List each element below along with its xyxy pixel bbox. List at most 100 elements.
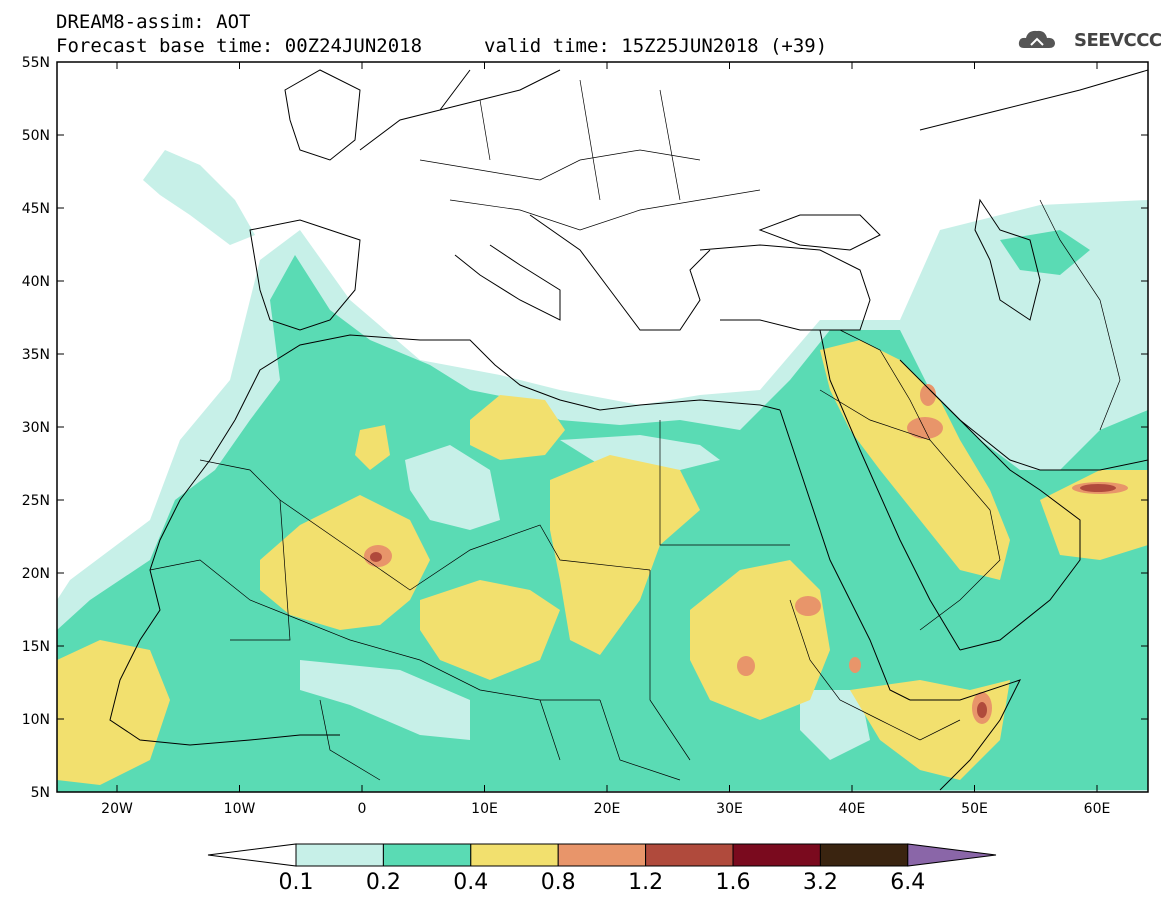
lat-label-5N: 5N — [31, 785, 50, 801]
border-ethiopia — [789, 599, 961, 741]
coast-horn — [910, 679, 1021, 791]
coast-europe-north — [359, 69, 561, 151]
colorbar-label: 3.2 — [802, 870, 838, 895]
aot-patch-0.1-east — [950, 240, 1148, 430]
coast-west-africa — [109, 419, 340, 746]
border-central-africa — [319, 699, 681, 781]
colorbar-box-4 — [645, 843, 734, 867]
lon-label-0: 0 — [358, 801, 367, 817]
colorbar-box-1 — [382, 843, 472, 867]
lon-label-10W: 10W — [224, 801, 256, 817]
colorbar-box-5 — [732, 843, 821, 867]
aot-spot-0.8-sudan — [795, 596, 821, 616]
lat-label-50N: 50N — [22, 128, 50, 144]
colorbar-box-2 — [470, 843, 559, 867]
aot-spot-1.2-makran — [1080, 484, 1116, 492]
aot-band-0.4-niger — [420, 580, 560, 680]
longitude-ticks — [116, 62, 1098, 792]
aot-fields — [57, 69, 1148, 792]
longitude-labels: 20W 10W 0 10E 20E 30E 40E 50E 60E — [101, 801, 1110, 817]
aot-band-0.4-sudan — [690, 560, 830, 720]
coast-turkey — [699, 244, 871, 331]
border-europe-1 — [419, 149, 701, 181]
aot-spot-0.8-ethiopia — [849, 657, 861, 673]
forecast-base-time: Forecast base time: 00Z24JUN2018 — [56, 35, 423, 57]
aot-spot-1.2-somalia — [977, 702, 987, 718]
coast-iran — [929, 389, 1148, 471]
aot-spot-1.2-mali — [370, 552, 382, 562]
colorbar-legend — [207, 843, 997, 867]
coast-italy — [454, 244, 561, 321]
latitude-ticks — [57, 61, 1148, 793]
lat-label-20N: 20N — [22, 566, 50, 582]
aot-gap-sahel — [300, 660, 470, 740]
colorbar-arrow-low — [207, 843, 297, 867]
colorbar-label: 0.4 — [453, 870, 489, 895]
lat-label-15N: 15N — [22, 639, 50, 655]
lat-label-45N: 45N — [22, 201, 50, 217]
map-title: DREAM8-assim: AOT — [56, 11, 251, 33]
lon-label-10E: 10E — [471, 801, 498, 817]
aot-spot-0.8-gulf — [920, 384, 936, 406]
valid-time: valid time: 15Z25JUN2018 (+39) — [484, 35, 828, 57]
latitude-labels: 55N 50N 45N 40N 35N 30N 25N 20N 15N 10N 5N — [22, 55, 50, 801]
lon-label-20E: 20E — [594, 801, 621, 817]
lat-label-30N: 30N — [22, 420, 50, 436]
aot-band-0.4-arabia — [820, 340, 1010, 580]
lat-label-55N: 55N — [22, 55, 50, 71]
border-libya-egypt — [659, 420, 790, 546]
aot-gap-east-africa — [800, 690, 870, 760]
coast-caspian — [974, 198, 1041, 321]
aot-band-0.4-westafrica — [57, 640, 170, 785]
coast-iberia — [249, 219, 361, 331]
borders — [149, 79, 1121, 781]
coast-balkans-greece — [529, 214, 711, 331]
coastlines — [109, 69, 1148, 791]
border-europe-3 — [479, 79, 681, 201]
aot-band-0.4-oman — [1040, 470, 1148, 560]
border-saudi — [819, 389, 1001, 631]
coast-red-sea — [779, 329, 961, 701]
lon-label-20W: 20W — [101, 801, 133, 817]
border-iran-pak — [1039, 199, 1121, 431]
cloud-logo-icon — [1018, 30, 1055, 48]
aot-spot-0.8-darfur — [737, 656, 755, 676]
lat-label-25N: 25N — [22, 493, 50, 509]
colorbar-box-6 — [819, 843, 909, 867]
lat-label-10N: 10N — [22, 712, 50, 728]
lat-label-40N: 40N — [22, 274, 50, 290]
border-algeria-niger — [279, 499, 651, 591]
colorbar-label: 6.4 — [890, 870, 926, 895]
aot-band-0.4-libya — [470, 395, 565, 460]
colorbar-label: 1.2 — [628, 870, 664, 895]
coast-black-sea — [758, 214, 881, 251]
coast-britain — [284, 69, 361, 161]
colorbar-box-0 — [295, 843, 384, 867]
aot-patch-0.2-north — [1000, 230, 1090, 275]
colorbar-arrow-high — [907, 843, 997, 867]
colorbar-label: 0.2 — [365, 870, 401, 895]
border-iraq-iran — [839, 329, 931, 441]
colorbar-label: 0.1 — [278, 870, 314, 895]
aot-band-0.4-horn — [850, 680, 1010, 780]
lon-label-40E: 40E — [839, 801, 866, 817]
aot-patch-0.1-atlantic — [143, 150, 255, 245]
border-sahel — [149, 559, 600, 701]
colorbar-box-3 — [557, 843, 647, 867]
logo-text: SEEVCCC — [1074, 30, 1162, 51]
lon-label-60E: 60E — [1084, 801, 1111, 817]
border-europe-2 — [449, 189, 761, 231]
lon-label-30E: 30E — [716, 801, 743, 817]
border-chad-sudan — [649, 570, 691, 761]
aot-band-0.4-chad — [550, 455, 700, 655]
coast-north-africa — [234, 334, 781, 421]
aot-band-0.4-mali — [260, 495, 430, 630]
lat-label-35N: 35N — [22, 347, 50, 363]
aot-gap-sahara-west — [405, 445, 500, 530]
colorbar-label: 0.8 — [540, 870, 576, 895]
lon-label-50E: 50E — [961, 801, 988, 817]
coast-caspian-east — [919, 69, 1148, 131]
aot-spot-0.8-iraq — [907, 417, 943, 439]
colorbar-label: 1.6 — [715, 870, 751, 895]
